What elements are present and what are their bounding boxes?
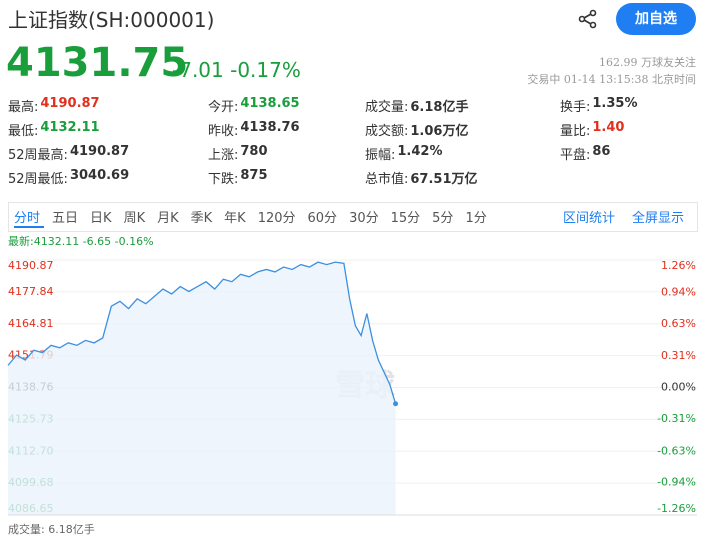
y2-tick-label: 1.26% bbox=[661, 259, 696, 272]
y2-tick-label: -0.63% bbox=[657, 444, 696, 457]
stat-value: 4190.87 bbox=[69, 144, 130, 159]
stat-label: 52周最高: bbox=[8, 148, 68, 163]
title: 上证指数(SH:000001) bbox=[8, 8, 215, 32]
chart-footer: 成交量: 6.18亿手 bbox=[8, 522, 95, 536]
tab[interactable]: 季K bbox=[190, 211, 213, 226]
stat-value: 780 bbox=[240, 144, 268, 159]
tab[interactable]: 120分 bbox=[257, 211, 296, 226]
tab-link[interactable]: 全屏显示 bbox=[632, 211, 685, 226]
chart: 最新:4132.11 -6.65 -0.16%雪球4190.874177.844… bbox=[7, 234, 697, 536]
tab[interactable]: 30分 bbox=[349, 211, 379, 226]
stat-value: 1.40 bbox=[592, 120, 625, 135]
y2-tick-label: -0.31% bbox=[657, 412, 696, 425]
y-tick-label: 4190.87 bbox=[8, 259, 54, 272]
stat-label: 换手: bbox=[560, 100, 591, 115]
last-point bbox=[393, 401, 399, 407]
stat-value: 875 bbox=[240, 168, 268, 183]
y2-tick-label: 0.94% bbox=[661, 285, 696, 298]
tab[interactable]: 分时 bbox=[14, 211, 41, 226]
chart-subtitle: 最新:4132.11 -6.65 -0.16% bbox=[8, 234, 154, 248]
tab-link[interactable]: 区间统计 bbox=[563, 211, 616, 226]
tab[interactable]: 年K bbox=[224, 211, 246, 226]
stat-value: 67.51万亿 bbox=[410, 172, 478, 187]
tab[interactable]: 60分 bbox=[307, 211, 338, 226]
tab-underline bbox=[14, 226, 44, 228]
y2-tick-label: 0.63% bbox=[661, 317, 696, 330]
stat-value: 1.06万亿 bbox=[410, 124, 469, 139]
tab-bar bbox=[8, 202, 698, 232]
stat-label: 最高: bbox=[8, 100, 39, 115]
tab[interactable]: 五日 bbox=[52, 211, 79, 226]
stat-value: 4190.87 bbox=[40, 96, 100, 111]
add-watchlist-button[interactable]: 加自选 bbox=[616, 3, 696, 35]
stat-label: 上涨: bbox=[208, 148, 239, 163]
stat-label: 最低: bbox=[8, 124, 39, 139]
tab[interactable]: 日K bbox=[90, 211, 112, 226]
y2-tick-label: -0.94% bbox=[657, 476, 696, 489]
stat-value: 4138.65 bbox=[240, 96, 300, 111]
y2-tick-label: 0.00% bbox=[661, 381, 696, 394]
tab[interactable]: 1分 bbox=[465, 211, 487, 226]
stat-value: 1.35% bbox=[592, 96, 638, 111]
tab[interactable]: 月K bbox=[157, 211, 179, 226]
stat-label: 成交额: bbox=[365, 124, 409, 139]
change-value: -7.01 bbox=[172, 58, 224, 82]
tab[interactable]: 周K bbox=[123, 211, 146, 226]
stat-label: 振幅: bbox=[365, 148, 396, 163]
y2-tick-label: -1.26% bbox=[657, 502, 696, 515]
y2-tick-label: 0.31% bbox=[661, 349, 696, 362]
stat-label: 今开: bbox=[208, 100, 239, 115]
stat-value: 4138.76 bbox=[240, 120, 300, 135]
stat-label: 52周最低: bbox=[8, 172, 68, 187]
price-line bbox=[7, 261, 397, 404]
y-tick-label: 4164.81 bbox=[8, 317, 54, 330]
stat-label: 总市值: bbox=[365, 172, 409, 187]
stat-label: 成交量: bbox=[365, 100, 409, 115]
stat-value: 86 bbox=[592, 144, 611, 159]
stat-label: 平盘: bbox=[560, 148, 591, 163]
stat-label: 下跌: bbox=[208, 172, 239, 187]
stat-label: 量比: bbox=[560, 124, 591, 139]
stat-value: 6.18亿手 bbox=[410, 100, 469, 115]
y-tick-label: 4177.84 bbox=[8, 285, 54, 298]
share-icon[interactable] bbox=[578, 9, 598, 29]
area bbox=[8, 262, 396, 515]
change-percent: -0.17% bbox=[230, 58, 301, 82]
followers: 162.99 万球友关注 bbox=[599, 56, 696, 69]
status: 交易中 01-14 13:15:38 北京时间 bbox=[527, 73, 696, 86]
stat-value: 3040.69 bbox=[69, 168, 130, 183]
change: -7.01 -0.17% bbox=[172, 58, 301, 82]
stat-label: 昨收: bbox=[208, 124, 239, 139]
stat-value: 1.42% bbox=[397, 144, 443, 159]
tab[interactable]: 15分 bbox=[390, 211, 421, 226]
price: 4131.75 bbox=[6, 40, 189, 86]
tab[interactable]: 5分 bbox=[432, 211, 454, 226]
stat-value: 4132.11 bbox=[40, 120, 100, 135]
